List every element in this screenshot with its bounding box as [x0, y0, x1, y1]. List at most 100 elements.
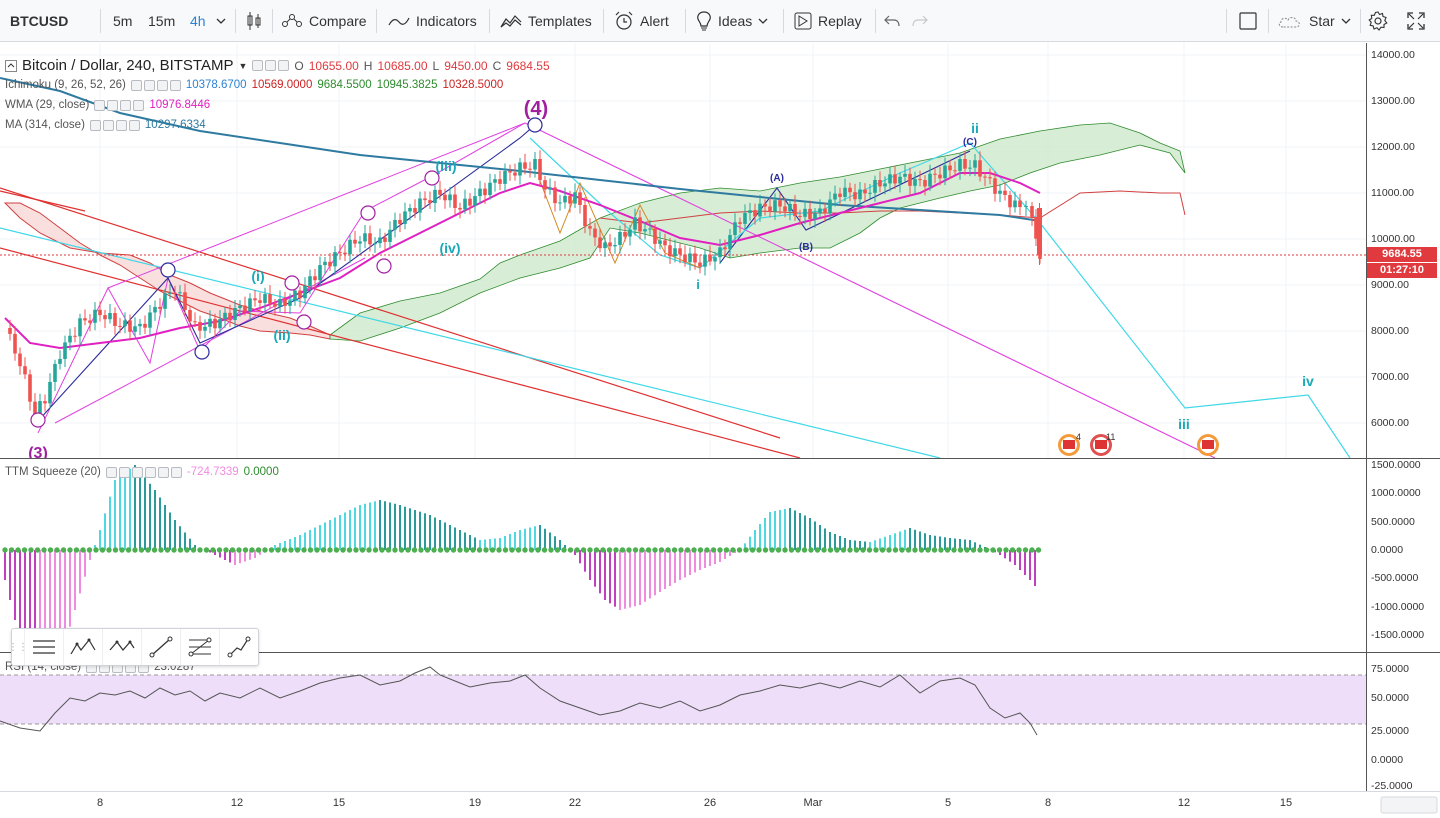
squeeze-dot: [164, 547, 171, 553]
ideas-button[interactable]: Ideas: [696, 0, 768, 42]
fullscreen-toggle[interactable]: [1239, 0, 1257, 42]
templates-button[interactable]: Templates: [500, 0, 592, 42]
candle-body: [143, 323, 147, 328]
wma-legend[interactable]: WMA (29, close) 10976.8446: [5, 99, 210, 111]
elliott-impulse-tool[interactable]: [63, 629, 102, 665]
candle-body: [18, 353, 22, 367]
drawing-toolbar[interactable]: ⋮⋮: [8, 628, 259, 666]
squeeze-dot: [411, 547, 418, 553]
squeeze-actions[interactable]: [105, 466, 182, 478]
squeeze-dot: [67, 547, 73, 553]
wave-marker[interactable]: [527, 117, 543, 133]
magenta-upper-channel: [107, 122, 526, 289]
wave-marker[interactable]: [30, 412, 46, 428]
redo-button[interactable]: [912, 0, 928, 42]
wave-label[interactable]: (3): [28, 445, 48, 458]
settings-button[interactable]: [1368, 0, 1388, 42]
ma-legend[interactable]: MA (314, close) 10297.6334: [5, 119, 206, 131]
squeeze-legend[interactable]: TTM Squeeze (20) -724.7339 0.0000: [5, 466, 279, 478]
path-tool[interactable]: [219, 629, 258, 665]
wave-marker[interactable]: [160, 262, 176, 278]
wave-marker[interactable]: [194, 344, 210, 360]
symbol-search[interactable]: BTCUSD: [10, 13, 69, 29]
compare-button[interactable]: Compare: [281, 0, 367, 42]
wave-marker[interactable]: [376, 258, 392, 274]
elliott-correction-tool[interactable]: [102, 629, 141, 665]
replay-label: Replay: [818, 13, 862, 29]
drag-handle[interactable]: ⋮⋮: [8, 641, 28, 653]
candle-body: [73, 335, 77, 337]
event-badge-1[interactable]: 4: [1058, 432, 1081, 456]
ichimoku-actions[interactable]: [130, 79, 181, 91]
maximize-button[interactable]: [1407, 0, 1425, 42]
interval-4h[interactable]: 4h: [190, 13, 206, 29]
interval-5m[interactable]: 5m: [113, 13, 133, 29]
squeeze-dot: [931, 547, 938, 553]
squeeze-tick: -1500.0000: [1371, 629, 1425, 641]
wave-label[interactable]: iii: [1178, 416, 1190, 432]
wave-label[interactable]: (B): [799, 242, 813, 253]
legend-actions[interactable]: [252, 60, 290, 71]
wave-label[interactable]: (ii): [273, 327, 290, 343]
squeeze-dot: [372, 547, 379, 553]
fib-tool[interactable]: [180, 629, 219, 665]
wave-label[interactable]: (i): [251, 268, 264, 284]
wma-actions[interactable]: [94, 99, 145, 111]
time-axis[interactable]: 8 12 15 19 22 26 Mar 5 8 12 15: [0, 791, 1440, 818]
wave-marker[interactable]: [296, 314, 312, 330]
indicators-icon: [388, 17, 410, 26]
symbol-title[interactable]: Bitcoin / Dollar, 240, BITSTAMP: [22, 57, 234, 74]
wave-label[interactable]: i: [696, 277, 700, 292]
wave-marker[interactable]: [284, 275, 300, 291]
candle-body: [423, 198, 427, 201]
trend-line-tool[interactable]: [141, 629, 180, 665]
candle-body: [308, 276, 312, 286]
wave-label[interactable]: (A): [770, 173, 784, 184]
pane-divider[interactable]: [0, 652, 1440, 653]
wave-label[interactable]: (iv): [440, 240, 461, 256]
wave-marker[interactable]: [360, 205, 376, 221]
wma-29-line: [4, 172, 1041, 350]
chart-type-button[interactable]: [245, 0, 263, 42]
rsi-pane[interactable]: RSI (14, close) 23.0287: [0, 653, 1366, 791]
candle-body: [863, 189, 867, 194]
wave-label[interactable]: (iii): [436, 158, 457, 174]
price-chart[interactable]: (4)(3)(iii)(iv)(i)(ii)iiiiiivi(A)(B)(C) …: [0, 43, 1366, 458]
candle-body: [873, 180, 877, 193]
candle-body: [958, 159, 962, 171]
squeeze-dot: [632, 547, 639, 553]
replay-button[interactable]: Replay: [794, 0, 862, 42]
event-badge-2[interactable]: 11: [1090, 432, 1115, 456]
pitchfork-tool[interactable]: [24, 629, 63, 665]
interval-15m[interactable]: 15m: [148, 13, 176, 29]
event-badge-3[interactable]: [1197, 434, 1219, 456]
wave-marker[interactable]: [424, 170, 440, 186]
star-button[interactable]: Star: [1277, 0, 1351, 42]
pane-divider[interactable]: [0, 458, 1440, 459]
scroll-nav[interactable]: [1380, 796, 1440, 814]
squeeze-dot: [658, 547, 665, 553]
wave-label[interactable]: (4): [524, 98, 548, 120]
squeeze-pane[interactable]: TTM Squeeze (20) -724.7339 0.0000: [0, 459, 1366, 652]
wave-label[interactable]: ii: [971, 120, 979, 136]
interval-dropdown[interactable]: [216, 0, 226, 42]
squeeze-dot: [307, 547, 314, 553]
undo-button[interactable]: [884, 0, 900, 42]
wave-label[interactable]: iv: [1302, 373, 1314, 389]
wave-label[interactable]: (C): [963, 137, 977, 148]
rsi-scale[interactable]: 75.0000 50.0000 25.0000 0.0000 -25.0000: [1366, 653, 1440, 792]
squeeze-dot: [229, 547, 236, 553]
ma-actions[interactable]: [89, 119, 140, 131]
time-tick: 19: [468, 797, 482, 809]
candle-body: [303, 285, 307, 299]
ichimoku-legend[interactable]: Ichimoku (9, 26, 52, 26) 10378.6700 1056…: [5, 79, 503, 91]
squeeze-dot: [769, 547, 775, 553]
price-pane[interactable]: (4) (3) (iii) (iv) (i) (ii) ii iii iv i (A) (B) (C) …: [0, 43, 1366, 458]
candle-body: [693, 253, 697, 263]
squeeze-dot: [899, 547, 905, 553]
chevron-up-icon[interactable]: [5, 59, 17, 72]
candle-body: [843, 187, 847, 197]
indicators-button[interactable]: Indicators: [388, 0, 477, 42]
squeeze-scale[interactable]: 1500.0000 1000.0000 500.0000 0.0000 -500…: [1366, 459, 1440, 652]
alert-button[interactable]: Alert: [614, 0, 669, 42]
